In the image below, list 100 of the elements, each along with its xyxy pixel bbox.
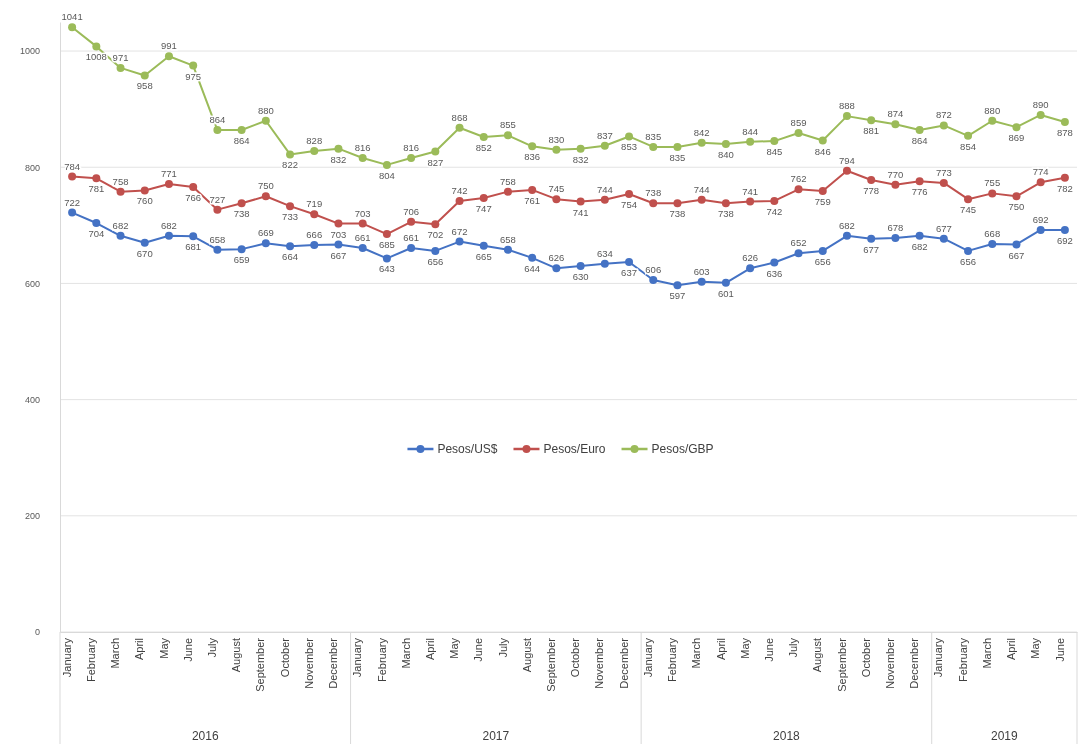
data-label: 637 [621, 266, 637, 278]
x-tick-label: March [109, 638, 122, 669]
point [334, 144, 343, 153]
point [528, 142, 537, 151]
data-label: 744 [596, 183, 613, 195]
data-label: 778 [863, 185, 880, 197]
point [794, 249, 803, 258]
x-tick-label: May [448, 637, 461, 659]
point [721, 199, 730, 208]
x-tick-label: September [835, 637, 848, 692]
point [310, 241, 319, 250]
point [576, 197, 585, 206]
x-tick-label: June [762, 638, 775, 662]
x-tick-label: September [254, 637, 267, 692]
point [867, 234, 876, 243]
point [140, 238, 149, 247]
point [576, 144, 585, 153]
data-label: 719 [306, 198, 323, 210]
data-label: 672 [451, 225, 468, 237]
data-label: 643 [378, 263, 395, 275]
point [140, 71, 149, 80]
data-label: 888 [839, 100, 855, 112]
point [939, 121, 948, 130]
point [842, 166, 851, 175]
data-label: 668 [984, 227, 1001, 239]
point [1060, 225, 1069, 234]
data-label: 760 [136, 195, 153, 207]
x-tick-label: August [520, 638, 533, 673]
data-label: 878 [1056, 126, 1073, 138]
point [286, 150, 295, 159]
data-label: 776 [911, 186, 928, 198]
point [673, 199, 682, 208]
x-tick-label: August [230, 638, 243, 673]
data-label: 766 [185, 191, 202, 203]
x-tick-label: November [593, 637, 606, 689]
data-label: 603 [693, 265, 710, 277]
point [189, 232, 198, 241]
point [68, 172, 77, 181]
data-label: 658 [209, 233, 226, 245]
point [140, 186, 149, 195]
point [867, 116, 876, 125]
data-label: 852 [475, 142, 492, 154]
point [552, 195, 561, 204]
point [310, 146, 319, 155]
data-label: 682 [911, 240, 928, 252]
point [261, 192, 270, 201]
data-label: 822 [282, 159, 298, 171]
data-label: 738 [669, 208, 686, 220]
legend-label: Pesos/US$ [437, 442, 498, 457]
point [939, 234, 948, 243]
point [1012, 123, 1021, 132]
data-label: 742 [766, 205, 783, 217]
x-tick-label: July [496, 637, 509, 658]
x-tick-label: April [423, 638, 436, 661]
data-label: 681 [185, 241, 202, 253]
point [213, 245, 222, 254]
data-label: 855 [500, 119, 516, 131]
data-label: 881 [863, 125, 880, 137]
data-label: 844 [742, 125, 759, 137]
data-label: 652 [790, 237, 807, 249]
data-label: 759 [814, 196, 831, 208]
data-label: 750 [257, 180, 274, 192]
point [68, 208, 77, 217]
data-label: 656 [427, 255, 444, 267]
point [964, 195, 973, 204]
data-label: 991 [161, 40, 177, 52]
data-label: 784 [64, 160, 81, 172]
data-label: 738 [233, 208, 250, 220]
legend-label: Pesos/Euro [543, 442, 606, 457]
point [649, 199, 658, 208]
point [600, 195, 609, 204]
data-label: 685 [378, 239, 395, 251]
x-tick-label: January [932, 637, 945, 678]
point [503, 187, 512, 196]
x-tick-label: April [714, 638, 727, 661]
point [528, 185, 537, 194]
point [164, 180, 173, 189]
data-label: 656 [814, 255, 831, 267]
data-label: 745 [960, 204, 976, 216]
data-label: 658 [500, 233, 516, 245]
point [382, 254, 391, 263]
data-label: 704 [88, 228, 105, 240]
point [116, 231, 125, 240]
point [382, 230, 391, 239]
data-label: 669 [257, 227, 274, 239]
y-tick-label: 200 [24, 511, 40, 522]
point [431, 246, 440, 255]
data-label: 682 [112, 219, 129, 231]
data-label: 656 [960, 255, 976, 267]
data-label: 667 [1008, 249, 1025, 261]
data-label: 827 [427, 156, 444, 168]
x-tick-label: November [302, 637, 315, 689]
point [697, 195, 706, 204]
data-label: 864 [233, 135, 250, 147]
point [479, 194, 488, 203]
data-label: 794 [839, 154, 855, 166]
point [455, 123, 464, 132]
point [213, 205, 222, 214]
data-label: 722 [64, 196, 81, 208]
point [552, 264, 561, 273]
